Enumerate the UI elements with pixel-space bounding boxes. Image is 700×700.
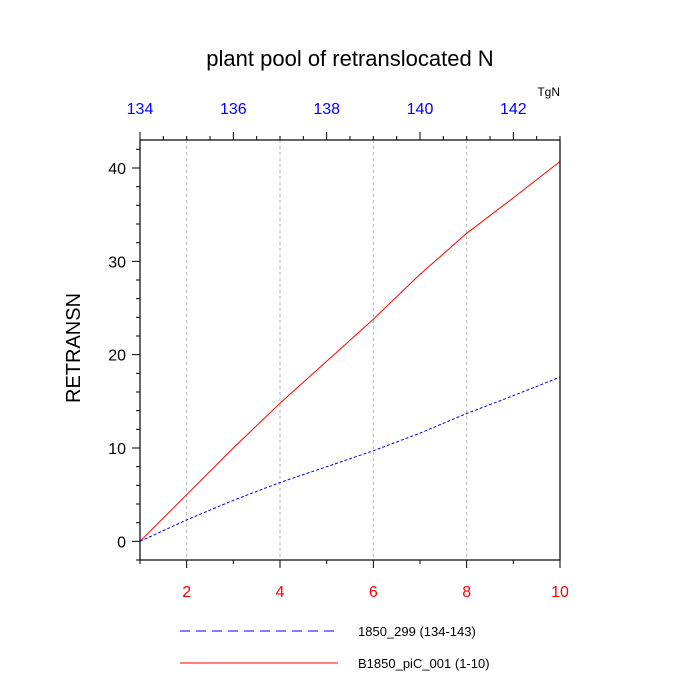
legend-label-2: B1850_piC_001 (1-10) bbox=[358, 656, 490, 671]
top-tick-label: 134 bbox=[127, 101, 154, 118]
y-tick-label: 30 bbox=[108, 254, 126, 271]
series-layer bbox=[139, 161, 561, 542]
x-tick-label: 2 bbox=[182, 584, 191, 601]
x-tick-label: 10 bbox=[551, 584, 569, 601]
y-tick-label: 10 bbox=[108, 441, 126, 458]
x-tick-label: 4 bbox=[276, 584, 285, 601]
legend: 1850_299 (134-143) B1850_piC_001 (1-10) bbox=[180, 624, 490, 671]
top-tick-label: 136 bbox=[220, 101, 247, 118]
top-tick-label: 140 bbox=[407, 101, 434, 118]
legend-label-1: 1850_299 (134-143) bbox=[358, 624, 476, 639]
y-axis-label: RETRANSN bbox=[63, 293, 85, 403]
grid-lines bbox=[186, 140, 468, 560]
axis-ticks: 2 4 6 8 10 134 136 138 140 142 0 10 20 30 40 bbox=[108, 101, 569, 601]
y-tick-label: 20 bbox=[108, 348, 126, 365]
series-line-1 bbox=[139, 376, 561, 542]
chart-title: plant pool of retranslocated N bbox=[206, 46, 493, 71]
series-line-2 bbox=[139, 161, 561, 542]
y-tick-label: 40 bbox=[108, 161, 126, 178]
y-tick-label: 0 bbox=[117, 534, 126, 551]
x-tick-label: 6 bbox=[369, 584, 378, 601]
plot-frame bbox=[139, 139, 561, 561]
top-tick-label: 142 bbox=[500, 101, 527, 118]
top-axis-units: TgN bbox=[537, 85, 560, 99]
x-tick-label: 8 bbox=[462, 584, 471, 601]
top-tick-label: 138 bbox=[313, 101, 340, 118]
